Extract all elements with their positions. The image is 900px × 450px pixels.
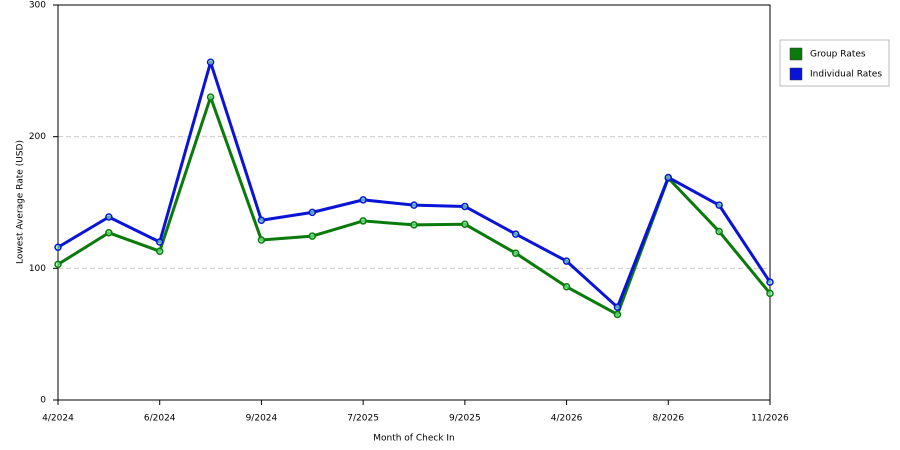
legend-swatch (789, 67, 803, 81)
point (511, 249, 520, 257)
point (613, 303, 622, 311)
y-tick-label: 300 (29, 1, 46, 11)
x-tick-label: 4/2024 (42, 414, 74, 424)
x-tick-label: 8/2026 (652, 414, 684, 424)
point (715, 201, 723, 209)
point (308, 208, 317, 217)
point (410, 201, 418, 209)
point (664, 173, 673, 182)
point (562, 257, 571, 265)
point (715, 227, 723, 236)
point (54, 243, 62, 252)
point (613, 310, 622, 319)
point (359, 196, 367, 204)
point (105, 213, 113, 221)
x-axis-label: Month of Check In (373, 434, 455, 444)
x-tick-label: 7/2025 (347, 414, 379, 424)
x-tick-label: 6/2024 (144, 414, 176, 424)
point (766, 278, 774, 286)
point (206, 93, 215, 101)
point (461, 202, 469, 211)
point (54, 260, 62, 269)
point (206, 58, 215, 67)
y-axis-label: Lowest Average Rate (USD) (16, 140, 26, 264)
y-tick-label: 0 (40, 396, 46, 406)
point (511, 230, 520, 238)
point (461, 220, 469, 228)
point (105, 229, 113, 237)
plot-frame (57, 4, 771, 401)
point (257, 236, 266, 244)
point (562, 283, 571, 291)
point (308, 232, 317, 240)
x-tick-label: 9/2024 (246, 414, 278, 424)
point (155, 247, 164, 255)
series-line (57, 60, 772, 309)
legend-label: Group Rates (810, 50, 866, 60)
point (257, 216, 266, 225)
x-tick-label: 9/2025 (449, 414, 481, 424)
point (155, 238, 164, 246)
x-tick-label: 4/2026 (551, 414, 583, 424)
y-tick-label: 200 (29, 132, 46, 142)
legend-swatch (789, 47, 803, 61)
legend-label: Individual Rates (810, 70, 882, 80)
point (766, 289, 774, 298)
point (359, 217, 367, 225)
y-tick-label: 100 (29, 264, 46, 274)
point (410, 221, 418, 229)
x-tick-label: 11/2026 (751, 414, 789, 424)
